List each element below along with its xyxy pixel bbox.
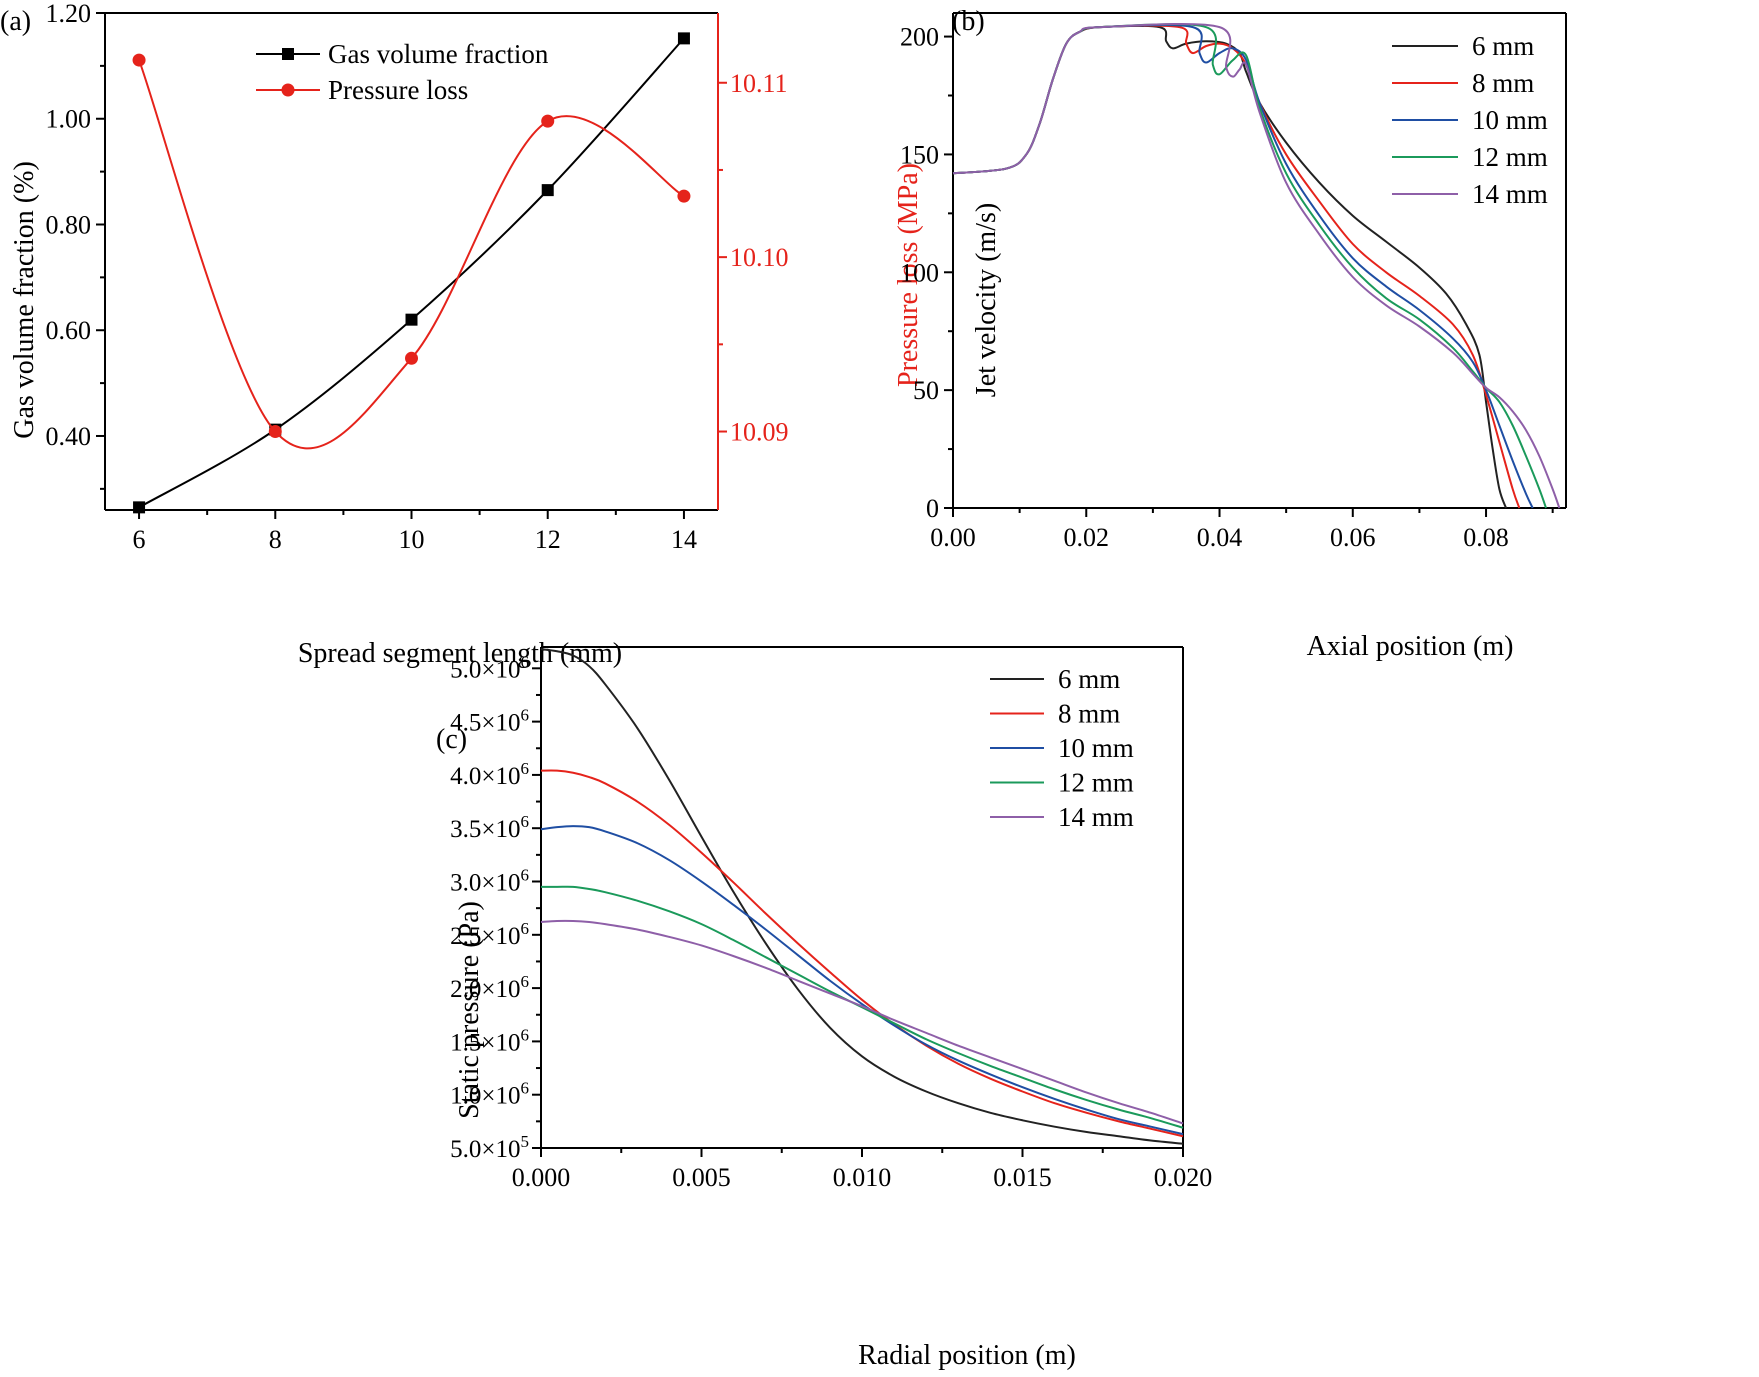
- panel-a-data-point-square: [677, 32, 690, 45]
- panel-c-x-tick-label: 0.000: [512, 1163, 571, 1192]
- panel-c-xlabel: Radial position (m): [858, 1340, 1076, 1371]
- panel-a-x-tick-label: 6: [133, 525, 146, 554]
- panel-a-data-point-circle: [132, 53, 146, 67]
- panel-a-legend-marker: [281, 83, 295, 97]
- panel-c-y-tick-label: 5.0×105: [450, 1132, 529, 1163]
- panel-a-data-point-circle: [541, 114, 555, 128]
- panel-a-label: (a): [0, 6, 31, 37]
- panel-c-x-tick-label: 0.005: [672, 1163, 731, 1192]
- panel-b-plot-area: 0.00 0.02 0.04 0.06 0.08 0 50 100 150 200 6 mm 8 mm…: [900, 12, 1567, 552]
- panel-b-y-tick-label: 50: [913, 376, 939, 405]
- panel-b-legend-label: 6 mm: [1472, 31, 1534, 61]
- panel-b-xlabel: Axial position (m): [1307, 631, 1514, 662]
- panel-b-legend-label: 10 mm: [1472, 105, 1548, 135]
- panel-c-series-line: [540, 885, 1184, 1129]
- panel-b-y-tick-label: 0: [926, 494, 939, 523]
- panel-b-x-tick-label: 0.00: [930, 523, 976, 552]
- panel-c-ylabel: Static pressure (Pa): [454, 901, 485, 1119]
- panel-c-series-line: [540, 919, 1184, 1125]
- panel-b-y-tick-label: 100: [900, 258, 939, 287]
- panel-a-data-point-circle: [405, 351, 418, 365]
- panel-a-series-line: [138, 37, 685, 509]
- panel-b-series-line: [952, 24, 1521, 509]
- panel-a-data-point-circle: [677, 189, 691, 203]
- panel-c-y-tick-label: 5.0×106: [450, 652, 529, 683]
- panel-a-y-tick-label: 0.80: [46, 210, 92, 239]
- panel-c-y-tick-label: 3.0×106: [450, 866, 529, 897]
- panel-a-y-tick-label: 0.40: [46, 422, 92, 451]
- panel-a-legend-label: Gas volume fraction: [328, 39, 549, 69]
- panel-c-label: (c): [436, 724, 467, 755]
- panel-c-x-tick-label: 0.020: [1154, 1163, 1213, 1192]
- panel-b: (b) 0.00 0.02 0.04 0.06 0.08 0 50 100 150 200 6 mm…: [900, 6, 1567, 662]
- panel-a-series-line: [138, 59, 685, 450]
- panel-c-legend-label: 12 mm: [1058, 768, 1134, 798]
- panel-b-x-tick-label: 0.02: [1064, 523, 1110, 552]
- panel-b-series-line: [952, 23, 1547, 509]
- panel-b-series-line: [952, 24, 1534, 509]
- panel-c-y-tick-label: 4.5×106: [450, 706, 529, 737]
- panel-b-series-line: [952, 24, 1507, 509]
- panel-a-x-tick-label: 10: [399, 525, 425, 554]
- panel-c-series-line: [540, 648, 1184, 1145]
- panel-a-y-right-tick-label: 10.11: [730, 69, 788, 98]
- panel-c-y-tick-label: 3.5×106: [450, 812, 529, 843]
- panel-c-y-tick-label: 1.0×106: [450, 1079, 529, 1110]
- panel-b-x-tick-label: 0.04: [1197, 523, 1243, 552]
- panel-c-y-tick-label: 4.0×106: [450, 759, 529, 790]
- panel-a-data-point-square: [405, 313, 418, 326]
- panel-b-legend-label: 12 mm: [1472, 142, 1548, 172]
- panel-a-data-point-square: [133, 501, 146, 514]
- panel-c-x-tick-label: 0.015: [993, 1163, 1052, 1192]
- panel-a-ylabel-right: Pressure loss (MPa): [893, 163, 924, 387]
- panel-c-plot-area: 0.000 0.005 0.010 0.015 0.020 5.0×105 1.0×106 1…: [450, 646, 1213, 1192]
- panel-c-series-line: [540, 769, 1184, 1138]
- panel-c-y-tick-label: 2.5×106: [450, 919, 529, 950]
- panel-b-ylabel: Jet velocity (m/s): [971, 203, 1002, 397]
- panel-a-x-tick-label: 14: [671, 525, 697, 554]
- panel-c-legend-label: 6 mm: [1058, 664, 1120, 694]
- panel-b-y-tick-label: 200: [900, 23, 939, 52]
- panel-a-x-tick-label: 8: [269, 525, 282, 554]
- panel-b-label: (b): [952, 6, 985, 37]
- panel-a-y-right-tick-label: 10.10: [730, 243, 789, 272]
- panel-a-plot-area: 6 8 10 12 14 0.40 0.60 0.80 1.00 1.20 10.09 10.10 10…: [46, 0, 789, 554]
- panel-c-legend-label: 14 mm: [1058, 802, 1134, 832]
- panel-b-legend-label: 8 mm: [1472, 68, 1534, 98]
- panel-c-y-tick-label: 2.0×106: [450, 972, 529, 1003]
- panel-a-ylabel: Gas volume fraction (%): [9, 161, 40, 439]
- panel-c-series-line: [540, 825, 1184, 1136]
- panel-a-y-tick-label: 0.60: [46, 316, 92, 345]
- panel-b-y-tick-label: 150: [900, 140, 939, 169]
- panel-c-legend-label: 10 mm: [1058, 733, 1134, 763]
- panel-a-data-point-square: [541, 184, 554, 197]
- panel-a-legend-label: Pressure loss: [328, 75, 468, 105]
- panel-b-x-tick-label: 0.08: [1463, 523, 1509, 552]
- panel-c-legend-label: 8 mm: [1058, 699, 1120, 729]
- panel-a: (a) 6 8 10 12 14 0.40 0.60 0.80 1.00 1.20 10.09 10.…: [0, 0, 924, 669]
- panel-b-legend-label: 14 mm: [1472, 179, 1548, 209]
- panel-c-y-tick-label: 1.5×106: [450, 1025, 529, 1056]
- panel-a-y-tick-label: 1.00: [46, 105, 92, 134]
- panel-c: (c) 0.000 0.005 0.010 0.015 0.020 5.0×105 1.0×…: [436, 646, 1213, 1371]
- panel-a-data-point-circle: [268, 425, 282, 439]
- panel-b-series-line: [952, 22, 1561, 509]
- panel-c-x-tick-label: 0.010: [833, 1163, 892, 1192]
- panel-a-x-tick-label: 12: [535, 525, 561, 554]
- panel-a-legend-marker: [282, 48, 294, 60]
- panel-a-y-right-tick-label: 10.09: [730, 418, 789, 447]
- panel-b-x-tick-label: 0.06: [1330, 523, 1376, 552]
- panel-a-y-tick-label: 1.20: [46, 0, 92, 28]
